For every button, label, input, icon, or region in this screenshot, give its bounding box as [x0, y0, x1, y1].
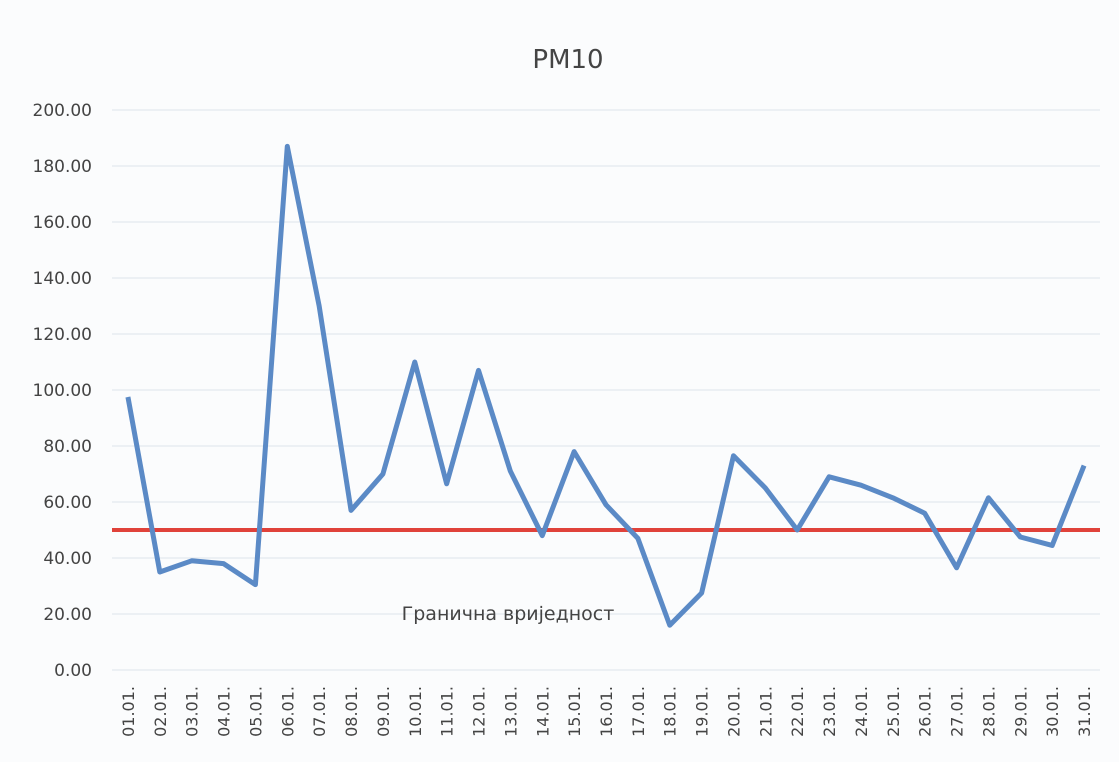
data-line [125, 143, 1087, 628]
x-tick-label: 05.01. [246, 686, 265, 737]
x-tick-label: 31.01. [1075, 686, 1094, 737]
x-tick-label: 19.01. [693, 686, 712, 737]
x-tick-label: 16.01. [597, 686, 616, 737]
y-tick-label: 160.00 [33, 213, 92, 233]
x-tick-label: 27.01. [948, 686, 967, 737]
x-tick-label: 06.01. [278, 686, 297, 737]
x-tick-label: 29.01. [1011, 686, 1030, 737]
x-tick-label: 07.01. [310, 686, 329, 737]
y-tick-label: 80.00 [43, 437, 92, 457]
y-tick-label: 60.00 [43, 493, 92, 513]
x-tick-label: 01.01. [119, 686, 138, 737]
x-tick-label: 30.01. [1043, 686, 1062, 737]
y-tick-label: 100.00 [33, 381, 92, 401]
chart-title: PM10 [532, 45, 603, 75]
y-tick-label: 20.00 [43, 605, 92, 625]
x-tick-label: 12.01. [470, 686, 489, 737]
x-tick-label: 10.01. [406, 686, 425, 737]
x-tick-label: 14.01. [533, 686, 552, 737]
reference-label: Гранична вриједност [402, 603, 615, 625]
y-tick-label: 0.00 [54, 661, 92, 681]
x-tick-label: 04.01. [215, 686, 234, 737]
x-tick-label: 28.01. [979, 686, 998, 737]
x-tick-label: 23.01. [820, 686, 839, 737]
x-tick-label: 03.01. [183, 686, 202, 737]
x-tick-label: 08.01. [342, 686, 361, 737]
y-tick-label: 40.00 [43, 549, 92, 569]
x-tick-label: 09.01. [374, 686, 393, 737]
y-tick-label: 120.00 [33, 325, 92, 345]
x-tick-label: 17.01. [629, 686, 648, 737]
x-tick-label: 25.01. [884, 686, 903, 737]
y-tick-label: 200.00 [33, 101, 92, 121]
x-tick-label: 18.01. [661, 686, 680, 737]
x-tick-label: 21.01. [756, 686, 775, 737]
x-tick-label: 24.01. [852, 686, 871, 737]
x-tick-label: 20.01. [724, 686, 743, 737]
x-tick-label: 22.01. [788, 686, 807, 737]
x-tick-label: 02.01. [151, 686, 170, 737]
y-tick-label: 180.00 [33, 157, 92, 177]
x-tick-label: 26.01. [916, 686, 935, 737]
x-tick-label: 11.01. [438, 686, 457, 737]
x-tick-label: 13.01. [501, 686, 520, 737]
y-tick-label: 140.00 [33, 269, 92, 289]
x-tick-label: 15.01. [565, 686, 584, 737]
